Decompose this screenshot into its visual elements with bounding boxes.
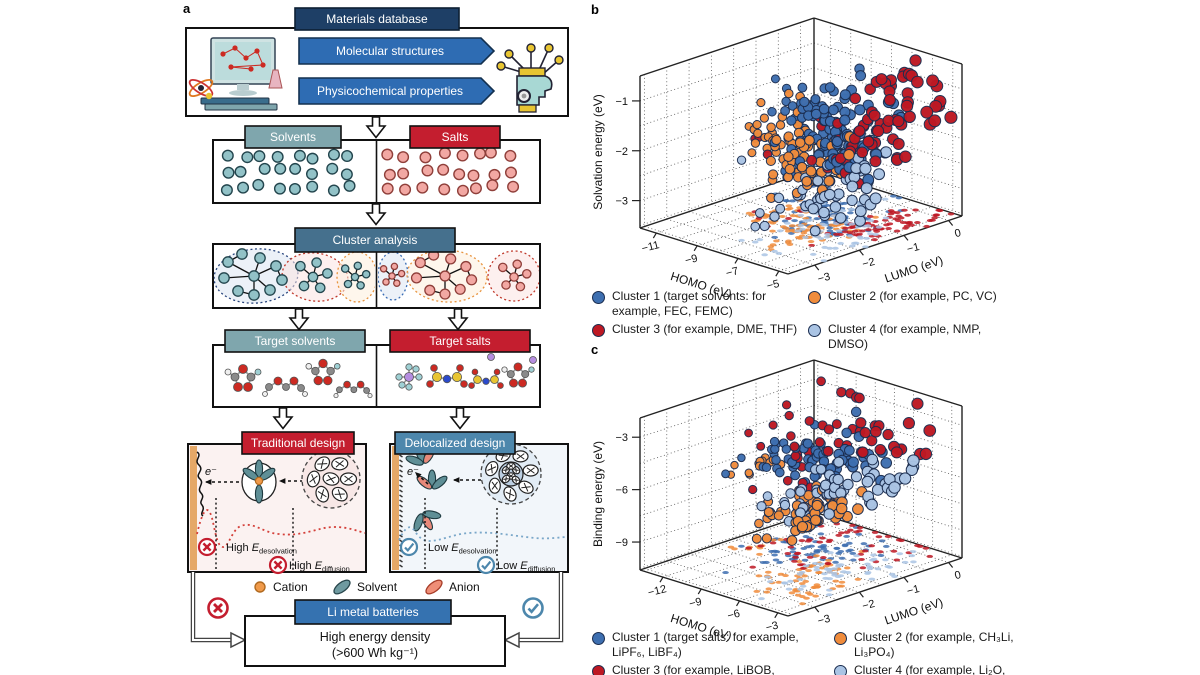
svg-text:Solvation energy (eV): Solvation energy (eV) [591, 94, 605, 209]
svg-text:−2: −2 [861, 256, 876, 271]
physicochemical-properties-label: Physicochemical properties [317, 84, 463, 98]
electron-label-left: e⁻ [205, 466, 217, 478]
svg-text:−3: −3 [615, 196, 628, 208]
cluster-analysis-label: Cluster analysis [333, 233, 418, 247]
svg-text:−7: −7 [725, 265, 740, 280]
solvent-icon [333, 579, 351, 595]
energy-density-line1: High energy density [320, 630, 431, 644]
svg-text:−3: −3 [615, 432, 628, 444]
molecular-structures-banner [298, 37, 496, 65]
svg-text:−9: −9 [688, 596, 703, 611]
traditional-design-box [241, 431, 355, 455]
materials-database-label: Materials database [326, 12, 428, 26]
svg-text:−12: −12 [647, 583, 668, 599]
panel-a-label: a [183, 1, 191, 16]
anion-icon [425, 579, 443, 595]
svg-text:−9: −9 [684, 253, 699, 268]
svg-text:−9: −9 [615, 537, 628, 549]
solvents-label: Solvents [270, 130, 316, 144]
flow-arrows [272, 116, 471, 430]
computer-icon [188, 37, 283, 111]
svg-text:−3: −3 [765, 620, 780, 635]
cluster-analysis-box [294, 227, 456, 253]
svg-text:−2: −2 [615, 146, 628, 158]
svg-text:−6: −6 [615, 485, 628, 497]
delocalized-design-label: Delocalized design [405, 436, 506, 450]
energy-density-line2: (>600 Wh kg⁻¹) [332, 646, 418, 660]
routing-arrows [190, 572, 564, 649]
panel-b-label: b [591, 2, 599, 17]
svg-text:0: 0 [953, 227, 962, 240]
target-salts-box [389, 329, 531, 353]
svg-text:LUMO (eV): LUMO (eV) [883, 595, 945, 627]
cation-label: Cation [273, 580, 308, 594]
cation-icon [254, 581, 266, 593]
low-diffusion-label: Low Ediffusion [497, 560, 555, 574]
legend-b: Cluster 1 (target solvents: for example,… [592, 289, 1012, 352]
salts-box [409, 125, 501, 149]
li-metal-batteries-label: Li metal batteries [327, 605, 418, 619]
legend-item-cluster4: Cluster 4 (for example, Li₂O, Li₂CO₃) [834, 663, 1032, 675]
legend-item-cluster2: Cluster 2 (for example, PC, VC) [808, 289, 1012, 319]
svg-text:−1: −1 [615, 96, 628, 108]
cluster4-marker [834, 665, 847, 675]
legend-item-cluster3: Cluster 3 (for example, LiBOB, LiPO₂F₂) [592, 663, 824, 675]
svg-text:−11: −11 [640, 239, 660, 255]
floor-projection-points [722, 522, 934, 606]
li-metal-batteries-box [294, 599, 452, 625]
svg-text:Binding energy (eV): Binding energy (eV) [591, 441, 605, 547]
svg-text:LUMO (eV): LUMO (eV) [883, 253, 945, 285]
legend-item-cluster2: Cluster 2 (for example, CH₃Li, Li₃PO₄) [834, 630, 1032, 660]
traditional-design-label: Traditional design [251, 436, 345, 450]
cluster2-marker [808, 291, 821, 304]
svg-text:−6: −6 [726, 608, 741, 623]
materials-database-box [294, 7, 460, 31]
target-solvents-box [224, 329, 366, 353]
svg-text:−1: −1 [906, 583, 921, 598]
low-desolvation-label: Low Edesolvation [428, 542, 497, 556]
high-diffusion-label: High Ediffusion [289, 560, 350, 574]
electron-label-right: e⁻ [407, 466, 419, 478]
molecule-structures [224, 353, 537, 399]
flowchart-panel-a: a Molecular structures Physicochemical p… [183, 1, 569, 667]
cluster1-marker [592, 632, 605, 645]
cluster3-marker [592, 324, 605, 337]
delocalized-design-box [394, 431, 516, 455]
molecule-dots [220, 146, 520, 197]
svg-text:−3: −3 [817, 613, 832, 628]
cluster-network-graphs [214, 248, 539, 304]
robot-head-icon [496, 43, 564, 113]
legend-item-cluster1: Cluster 1 (target solvents: for example,… [592, 289, 798, 319]
solvent-label: Solvent [357, 580, 398, 594]
svg-text:−3: −3 [817, 271, 832, 286]
solvents-box [244, 125, 342, 149]
design-panel-graphics [190, 443, 566, 575]
cluster1-marker [592, 291, 605, 304]
molecular-structures-label: Molecular structures [336, 44, 444, 58]
panel-c-label: c [591, 342, 599, 357]
legend-c: Cluster 1 (target salts: for example, Li… [592, 630, 1032, 675]
svg-text:0: 0 [953, 569, 962, 582]
physicochemical-properties-banner [298, 77, 496, 105]
cluster4-marker [808, 324, 821, 337]
high-desolvation-label: High Edesolvation [226, 542, 297, 556]
anion-label: Anion [449, 580, 480, 594]
svg-text:−2: −2 [861, 598, 876, 613]
svg-text:−1: −1 [906, 241, 921, 256]
legend-item-cluster4: Cluster 4 (for example, NMP, DMSO) [808, 322, 1012, 352]
scatter-points [721, 376, 937, 546]
svg-text:−5: −5 [766, 278, 781, 293]
legend-item-cluster1: Cluster 1 (target salts: for example, Li… [592, 630, 824, 660]
cluster3-marker [592, 665, 605, 675]
scatter-points [736, 54, 958, 237]
cluster2-marker [834, 632, 847, 645]
target-solvents-label: Target solvents [255, 334, 336, 348]
legend-item-cluster3: Cluster 3 (for example, DME, THF) [592, 322, 798, 352]
target-salts-label: Target salts [429, 334, 490, 348]
salts-label: Salts [442, 130, 469, 144]
